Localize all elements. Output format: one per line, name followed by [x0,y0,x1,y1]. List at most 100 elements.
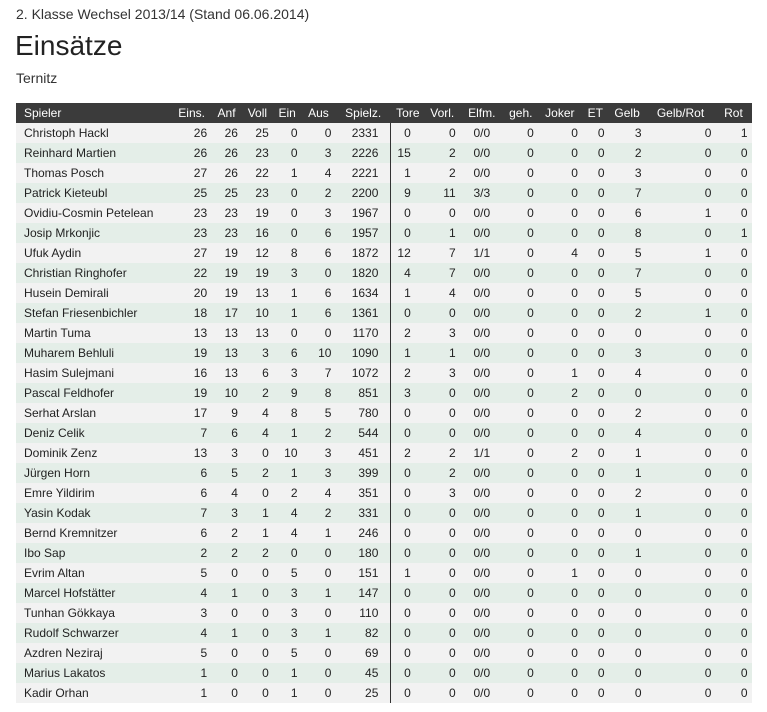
cell-player[interactable]: Azdren Neziraj [16,643,173,663]
cell-player[interactable]: Kadir Orhan [16,683,173,703]
cell-player[interactable]: Yasin Kodak [16,503,173,523]
cell-goals: 3 [390,383,425,403]
cell-goals: 0 [390,643,425,663]
column-header-yellow[interactable]: Gelb [608,103,646,123]
cell-red: 0 [715,543,752,563]
cell-yellow-red: 0 [645,323,716,343]
cell-player[interactable]: Ovidiu-Cosmin Petelean [16,203,173,223]
column-header-sent-off[interactable]: geh. [503,103,538,123]
cell-player[interactable]: Thomas Posch [16,163,173,183]
table-row: Josip Mrkonjic 23 23 16 0 6 1957 0 1 0/0 0 0 0 8 0 1 [16,223,752,243]
column-header-assists[interactable]: Vorl. [424,103,460,123]
cell-goals: 2 [390,443,425,463]
cell-player[interactable]: Evrim Altan [16,563,173,583]
column-header-minutes[interactable]: Spielz. [335,103,391,123]
table-row: Ibo Sap 2 2 2 0 0 180 0 0 0/0 0 0 0 1 0 0 [16,543,752,563]
cell-player[interactable]: Emre Yildirim [16,483,173,503]
cell-subbed-in: 3 [272,263,302,283]
cell-yellow: 7 [608,183,646,203]
cell-player[interactable]: Marius Lakatos [16,663,173,683]
column-header-red[interactable]: Rot [715,103,752,123]
cell-et: 0 [581,483,609,503]
cell-joker: 1 [537,563,582,583]
cell-et: 0 [581,503,609,523]
table-body: Christoph Hackl 26 26 25 0 0 2331 0 0 0/0 0 0 0 3 0 1 Re… [16,123,752,703]
cell-sent-off: 0 [503,583,538,603]
column-header-penalties[interactable]: Elfm. [459,103,504,123]
cell-minutes: 1072 [335,363,391,383]
cell-player[interactable]: Hasim Sulejmani [16,363,173,383]
cell-player[interactable]: Josip Mrkonjic [16,223,173,243]
cell-assists: 7 [424,263,460,283]
column-header-starts[interactable]: Anf [211,103,242,123]
cell-red: 0 [715,143,752,163]
cell-assists: 2 [424,163,460,183]
cell-et: 0 [581,643,609,663]
cell-player[interactable]: Muharem Behluli [16,343,173,363]
cell-goals: 0 [390,303,425,323]
cell-full-games: 4 [241,423,273,443]
cell-assists: 0 [424,563,460,583]
cell-player[interactable]: Stefan Friesenbichler [16,303,173,323]
cell-assists: 0 [424,383,460,403]
cell-player[interactable]: Patrick Kieteubl [16,183,173,203]
cell-minutes: 1820 [335,263,391,283]
column-header-subbed-out[interactable]: Aus [301,103,336,123]
cell-red: 0 [715,323,752,343]
cell-et: 0 [581,443,609,463]
cell-player[interactable]: Ibo Sap [16,543,173,563]
cell-player[interactable]: Christian Ringhofer [16,263,173,283]
column-header-yellow-red[interactable]: Gelb/Rot [645,103,716,123]
cell-full-games: 0 [241,443,273,463]
cell-player[interactable]: Pascal Feldhofer [16,383,173,403]
cell-player[interactable]: Serhat Arslan [16,403,173,423]
column-header-et[interactable]: ET [581,103,609,123]
cell-player[interactable]: Deniz Celik [16,423,173,443]
cell-penalties: 0/0 [459,643,504,663]
cell-et: 0 [581,403,609,423]
cell-starts: 13 [211,343,242,363]
cell-joker: 0 [537,303,582,323]
cell-subbed-in: 1 [272,463,302,483]
column-header-player[interactable]: Spieler [16,103,173,123]
cell-player[interactable]: Marcel Hofstätter [16,583,173,603]
cell-player[interactable]: Jürgen Horn [16,463,173,483]
cell-et: 0 [581,423,609,443]
column-header-joker[interactable]: Joker [537,103,582,123]
cell-red: 0 [715,463,752,483]
cell-subbed-out: 0 [301,123,336,143]
cell-player[interactable]: Christoph Hackl [16,123,173,143]
cell-sent-off: 0 [503,303,538,323]
cell-assists: 2 [424,463,460,483]
cell-yellow: 0 [608,663,646,683]
cell-subbed-out: 10 [301,343,336,363]
cell-subbed-out: 0 [301,683,336,703]
cell-player[interactable]: Reinhard Martien [16,143,173,163]
cell-yellow: 2 [608,483,646,503]
cell-subbed-in: 6 [272,343,302,363]
cell-player[interactable]: Bernd Kremnitzer [16,523,173,543]
cell-player[interactable]: Ufuk Aydin [16,243,173,263]
cell-player[interactable]: Martin Tuma [16,323,173,343]
cell-sent-off: 0 [503,323,538,343]
cell-yellow-red: 0 [645,643,716,663]
cell-penalties: 0/0 [459,663,504,683]
cell-player[interactable]: Dominik Zenz [16,443,173,463]
cell-yellow-red: 0 [645,523,716,543]
cell-joker: 0 [537,543,582,563]
cell-assists: 0 [424,203,460,223]
cell-starts: 26 [211,163,242,183]
cell-penalties: 0/0 [459,403,504,423]
cell-player[interactable]: Husein Demirali [16,283,173,303]
cell-player[interactable]: Tunhan Gökkaya [16,603,173,623]
cell-starts: 25 [211,183,242,203]
column-header-full-games[interactable]: Voll [241,103,273,123]
cell-full-games: 0 [241,563,273,583]
column-header-goals[interactable]: Tore [390,103,425,123]
cell-sent-off: 0 [503,203,538,223]
column-header-subbed-in[interactable]: Ein [272,103,302,123]
cell-player[interactable]: Rudolf Schwarzer [16,623,173,643]
cell-yellow-red: 0 [645,403,716,423]
cell-goals: 0 [390,123,425,143]
column-header-appearances[interactable]: Eins. [172,103,212,123]
